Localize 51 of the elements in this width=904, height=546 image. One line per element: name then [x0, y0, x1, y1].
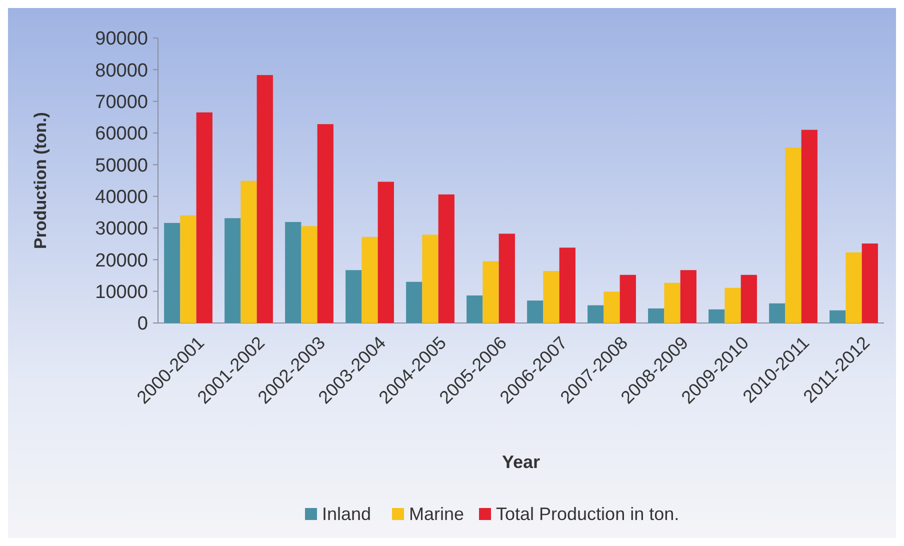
bar: [466, 295, 483, 323]
bar: [240, 180, 257, 323]
bar: [406, 282, 422, 323]
bar: [604, 292, 620, 323]
bar: [285, 222, 302, 323]
y-tick-label: 60000: [95, 124, 148, 145]
y-tick-label: 70000: [95, 92, 148, 113]
y-tick-label: 90000: [95, 28, 148, 50]
bar: [620, 274, 636, 323]
bar: [680, 270, 696, 323]
bar: [846, 252, 862, 323]
bar: [346, 270, 362, 323]
bar: [422, 234, 438, 323]
bar: [801, 130, 818, 323]
bar: [708, 309, 725, 323]
bar: [482, 261, 499, 323]
bar: [498, 234, 515, 323]
bar: [664, 282, 680, 323]
y-tick-label: 50000: [95, 155, 148, 176]
bar: [527, 300, 544, 323]
legend-label: Total Production in ton.: [496, 504, 680, 524]
y-tick-label: 0: [137, 314, 148, 335]
bar: [724, 288, 741, 323]
bar: [224, 218, 241, 323]
y-axis-title: Production (ton.): [31, 112, 50, 249]
bar: [769, 303, 786, 323]
bar: [256, 75, 273, 323]
y-tick-label: 40000: [95, 186, 148, 208]
bar: [543, 271, 560, 323]
bar: [378, 182, 394, 323]
bar: [785, 148, 802, 323]
legend-label: Inland: [322, 504, 372, 524]
bar: [648, 308, 664, 323]
bar: [362, 236, 378, 323]
y-tick-label: 30000: [95, 218, 148, 240]
bar: [559, 248, 576, 323]
bar: [301, 226, 318, 323]
x-axis-title: Year: [502, 452, 540, 472]
bar: [740, 274, 757, 323]
bar: [180, 215, 196, 323]
bar: [196, 112, 212, 323]
bar: [830, 310, 846, 323]
y-tick-label: 20000: [95, 250, 148, 272]
bar: [317, 124, 334, 323]
legend-label: Marine: [409, 504, 464, 524]
bar: [438, 194, 454, 323]
y-tick-label: 10000: [95, 282, 148, 303]
y-tick-label: 80000: [95, 60, 148, 82]
bar: [164, 222, 180, 323]
bar: [588, 305, 604, 323]
bar: [862, 244, 878, 323]
